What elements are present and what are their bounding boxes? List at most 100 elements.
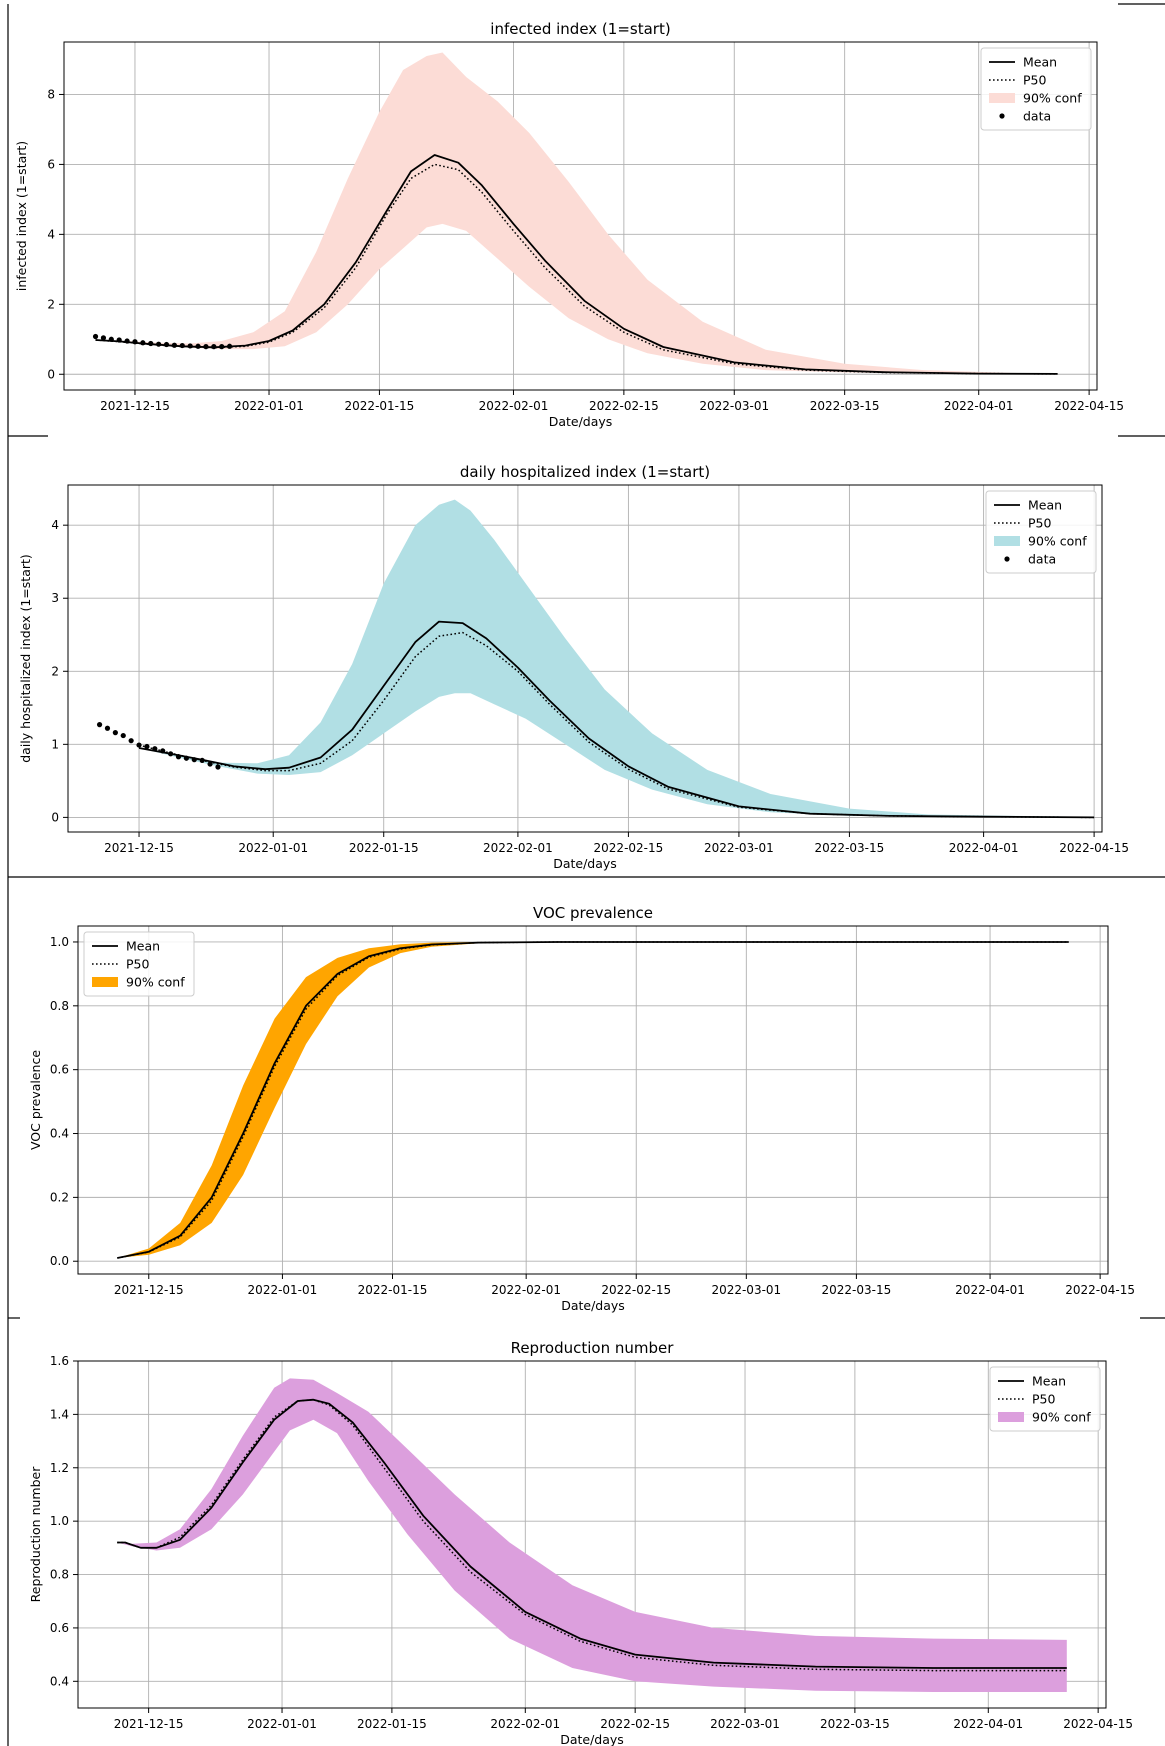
y-tick-label: 6 <box>47 157 55 171</box>
legend-box <box>980 47 1092 131</box>
x-tick-label: 2022-01-15 <box>345 399 415 413</box>
data-point <box>116 337 122 343</box>
y-tick-label: 1.6 <box>50 1354 69 1368</box>
chart-title: Reproduction number <box>511 1339 675 1357</box>
p50-line <box>95 163 1058 375</box>
data-point <box>120 732 126 739</box>
x-tick-label: 2022-04-15 <box>1054 399 1124 413</box>
y-tick-label: 0.8 <box>50 1568 69 1582</box>
x-tick-label: 2022-02-15 <box>594 841 664 855</box>
p50-line <box>117 1398 1067 1672</box>
legend-label: P50 <box>1032 1392 1055 1407</box>
mean-line <box>117 941 1069 1259</box>
y-tick-label: 1.4 <box>50 1407 69 1421</box>
y-tick-label: 3 <box>51 591 59 605</box>
data-point <box>128 738 134 744</box>
x-tick-label: 2022-02-01 <box>479 399 549 413</box>
x-axis-label: Date/days <box>561 1298 625 1313</box>
x-tick-label: 2022-03-01 <box>699 399 769 413</box>
legend: Mean P50 90% conf <box>989 1366 1101 1432</box>
y-tick-label: 0.8 <box>50 999 69 1013</box>
legend-label: Mean <box>1032 1374 1066 1389</box>
y-tick-label: 0.4 <box>50 1127 69 1141</box>
chart-panel-2: 2021-12-15 2022-01-01 2022-01-15 2022-02-01… <box>18 463 1129 871</box>
legend-label: 90% conf <box>126 975 185 990</box>
y-tick-label: 0.2 <box>50 1190 69 1204</box>
legend: Mean P50 90% conf data <box>980 47 1092 131</box>
x-tick-label: 2022-01-15 <box>357 1717 427 1731</box>
y-tick-label: 4 <box>47 227 55 241</box>
legend-band-swatch <box>92 977 118 987</box>
legend-label: Mean <box>126 939 160 954</box>
data-point <box>183 755 189 761</box>
data-point <box>104 725 111 731</box>
plot-frame <box>67 484 1103 833</box>
chart-panel-4: 2021-12-15 2022-01-01 2022-01-15 2022-02-01… <box>28 1339 1133 1746</box>
chart-panel-3: 2021-12-15 2022-01-01 2022-01-15 2022-02-01… <box>28 904 1135 1313</box>
chart-title: infected index (1=start) <box>490 20 670 38</box>
data-point <box>132 339 138 345</box>
data-point <box>219 344 225 350</box>
legend-band-swatch <box>989 93 1015 103</box>
y-tick-label: 0.0 <box>50 1254 69 1268</box>
y-axis-label: Reproduction number <box>28 1466 43 1603</box>
plot-frame <box>77 925 1109 1275</box>
confidence-band <box>117 1378 1067 1692</box>
data-point <box>152 746 158 752</box>
x-tick-label: 2022-01-15 <box>349 841 419 855</box>
x-tick-label: 2022-01-01 <box>248 1283 318 1297</box>
data-point <box>168 751 174 757</box>
charts-container: 2021-12-15 2022-01-01 2022-01-15 2022-02-01… <box>14 20 1135 1746</box>
legend-band-swatch <box>994 536 1020 546</box>
p50-line <box>138 631 1095 819</box>
y-tick-label: 0 <box>51 810 59 824</box>
data-point <box>203 344 209 350</box>
x-tick-label: 2022-02-15 <box>601 1283 671 1297</box>
plot-frame <box>77 1360 1107 1709</box>
y-tick-label: 2 <box>51 664 59 678</box>
legend-label: P50 <box>1023 73 1046 88</box>
data-point <box>108 336 114 342</box>
x-tick-label: 2022-04-01 <box>955 1283 1025 1297</box>
x-tick-label: 2022-03-15 <box>815 841 885 855</box>
y-tick-label: 1 <box>51 737 59 751</box>
x-tick-label: 2022-02-01 <box>483 841 553 855</box>
data-point <box>112 730 118 736</box>
y-tick-label: 4 <box>51 518 59 532</box>
x-tick-label: 2022-01-01 <box>247 1717 317 1731</box>
data-point <box>199 757 205 764</box>
x-tick-label: 2022-04-15 <box>1065 1283 1135 1297</box>
legend-label: Mean <box>1028 498 1062 513</box>
chart-panel-1: 2021-12-15 2022-01-01 2022-01-15 2022-02-01… <box>14 20 1124 429</box>
x-tick-label: 2022-04-01 <box>944 399 1014 413</box>
data-point <box>175 754 182 760</box>
legend: Mean P50 90% conf <box>83 931 195 997</box>
data-point <box>171 342 177 348</box>
x-tick-label: 2022-03-01 <box>710 1717 780 1731</box>
x-tick-label: 2022-02-01 <box>490 1717 560 1731</box>
y-axis-label: daily hospitalized index (1=start) <box>18 554 33 763</box>
y-axis-label: infected index (1=start) <box>14 141 29 291</box>
y-tick-label: 8 <box>47 87 55 101</box>
confidence-band <box>139 499 1095 818</box>
legend-band-swatch <box>998 1412 1024 1422</box>
x-tick-label: 2021-12-15 <box>114 1283 184 1297</box>
x-tick-label: 2021-12-15 <box>100 399 170 413</box>
legend-label: P50 <box>126 957 149 972</box>
x-tick-label: 2022-04-01 <box>953 1717 1023 1731</box>
y-tick-label: 2 <box>47 297 55 311</box>
data-point <box>136 742 142 748</box>
data-point <box>124 338 130 344</box>
data-point <box>148 340 154 347</box>
data-point <box>140 340 146 346</box>
data-point <box>92 333 99 340</box>
x-tick-label: 2022-01-15 <box>358 1283 428 1297</box>
y-tick-label: 0.6 <box>50 1063 69 1077</box>
x-tick-label: 2022-04-15 <box>1063 1717 1133 1731</box>
y-tick-label: 1.2 <box>50 1461 69 1475</box>
data-point <box>226 343 233 349</box>
legend-label: Mean <box>1023 55 1057 70</box>
legend-data-swatch <box>1004 556 1010 562</box>
x-tick-label: 2022-03-01 <box>704 841 774 855</box>
